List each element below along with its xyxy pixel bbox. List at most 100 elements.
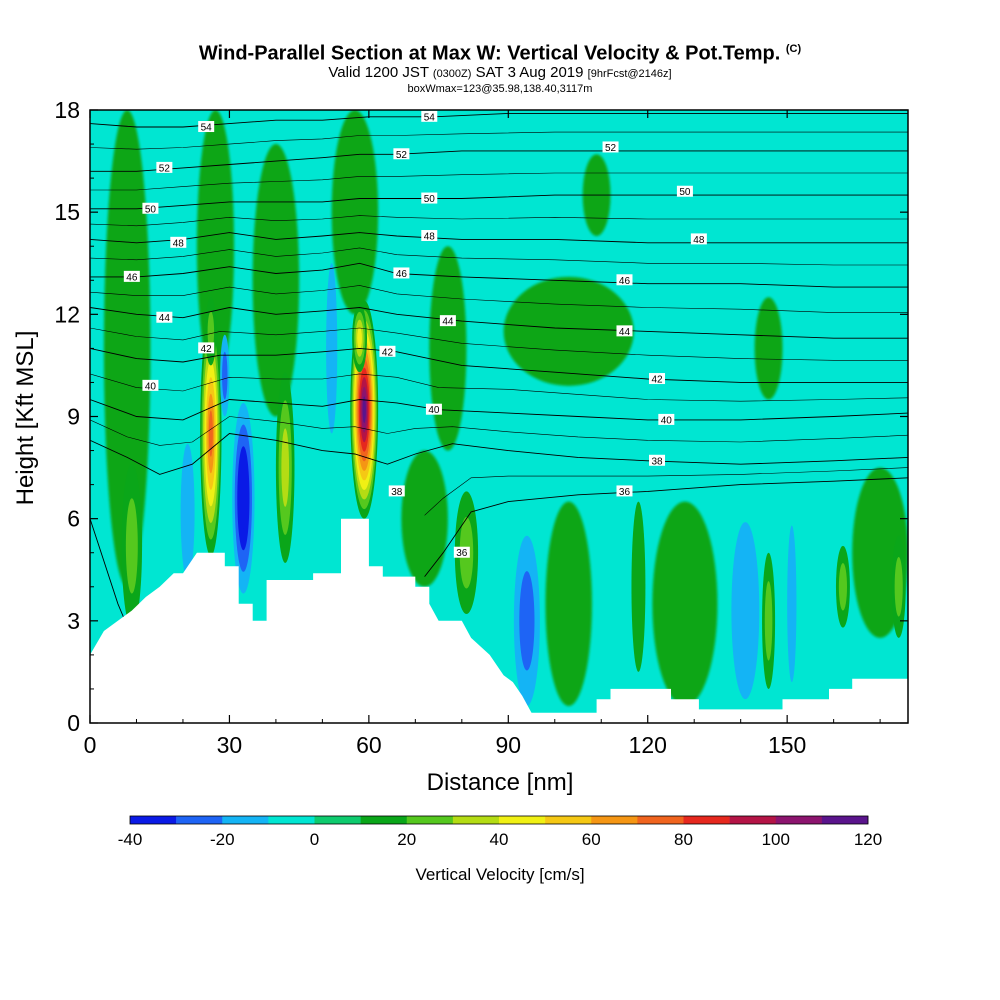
chart-title-block: Wind-Parallel Section at Max W: Vertical… [0, 38, 1000, 95]
y-tick-label-2: 6 [67, 506, 80, 532]
theta-label-bg-20 [142, 379, 159, 391]
valid-time: Valid 1200 JST [328, 63, 429, 81]
velocity-cells [121, 263, 906, 706]
theta-label-15: 44 [442, 317, 454, 328]
theta-contour-52-9 [90, 150, 908, 172]
velocity-cell-12 [731, 522, 760, 700]
x-tick-label-2: 60 [356, 732, 382, 758]
theta-label-0: 54 [201, 123, 213, 134]
theta-label-bg-14 [156, 311, 173, 323]
theta-contour-intermediate-3 [90, 373, 908, 402]
velocity-cell-15 [835, 545, 850, 628]
theta-contour-36-1 [424, 477, 908, 577]
x-tick-label-3: 90 [495, 732, 521, 758]
velocity-band-11 [401, 450, 448, 587]
theta-label-bg-18 [379, 345, 396, 357]
theta-contour-40-3 [90, 399, 908, 421]
theta-label-19: 42 [651, 375, 663, 386]
theta-label-12: 46 [396, 269, 408, 280]
theta-label-22: 40 [661, 415, 673, 426]
colorbar-segment-6 [406, 816, 454, 824]
colorbar-tick-6: 80 [674, 830, 693, 849]
velocity-cell-17 [631, 501, 646, 672]
theta-label-bg-25 [453, 546, 470, 558]
theta-label-bg-5 [142, 202, 159, 214]
chart-title-text: Wind-Parallel Section at Max W: Vertical… [198, 42, 781, 65]
colorbar-segment-7 [452, 816, 500, 824]
terrain [90, 518, 908, 723]
theta-contours [90, 112, 908, 663]
theta-label-bg-9 [421, 230, 438, 242]
box-wmax-info: boxWmax=123@35.98,138.40,3117m [407, 82, 593, 95]
colorbar-segment-9 [545, 816, 592, 824]
colorbar-tick-5: 60 [582, 830, 601, 849]
velocity-cell-14-level-0 [787, 525, 797, 683]
theta-label-24: 38 [651, 456, 663, 467]
theta-label-11: 46 [126, 272, 138, 283]
velocity-cell-14 [787, 525, 797, 683]
theta-contour-intermediate-8 [90, 172, 908, 191]
theta-label-bg-15 [439, 315, 456, 327]
colorbar-segment-8 [499, 816, 546, 824]
theta-contour-intermediate-5 [90, 285, 908, 313]
theta-label-bg-16 [616, 325, 633, 337]
velocity-cell-11 [513, 535, 540, 706]
theta-label-9: 48 [424, 232, 436, 243]
y-tick-label-4: 12 [54, 301, 80, 327]
colorbar-label: Vertical Velocity [cm/s] [415, 865, 584, 884]
plot-area: 54 54 52 52 52 50 50 50 48 48 48 46 46 46 44 44 44 42 42 42… [90, 110, 908, 723]
velocity-cell-7-level-1 [222, 351, 228, 400]
x-axis-label: Distance [nm] [427, 769, 574, 796]
velocity-cell-10-level-1 [125, 498, 138, 594]
theta-contour-42-4 [90, 347, 908, 383]
colorbar-segment-3 [268, 816, 315, 824]
theta-label-bg-4 [602, 141, 619, 153]
x-tick-label-1: 30 [217, 732, 243, 758]
x-axis: 0 30 60 90 120 150 [84, 110, 881, 758]
velocity-cell-7 [220, 334, 230, 417]
theta-label-bg-23 [388, 485, 405, 497]
theta-label-bg-1 [421, 110, 438, 122]
velocity-band-8 [545, 501, 592, 706]
y-tick-label-1: 3 [67, 608, 80, 634]
velocity-band-2 [252, 144, 300, 417]
velocity-cell-12-level-0 [731, 522, 760, 700]
forecast-info: [9hrFcst@2146z] [587, 67, 672, 80]
velocity-cell-17-level-0 [631, 501, 646, 672]
theta-contour-intermediate-1 [424, 467, 908, 516]
theta-label-6: 50 [424, 194, 436, 205]
colorbar-segment-5 [360, 816, 408, 824]
colorbar-segment-15 [821, 816, 869, 824]
velocity-cell-15-level-1 [838, 562, 847, 611]
chart-subtitle: Valid 1200 JST (0300Z) SAT 3 Aug 2019 [9… [0, 65, 1000, 82]
velocity-cell-2-level-10 [362, 396, 366, 424]
theta-contour-intermediate-7 [90, 215, 908, 227]
theta-contour-intermediate-6 [90, 247, 908, 266]
theta-label-bg-19 [649, 373, 666, 385]
velocity-cell-3 [352, 304, 368, 373]
colorbar-tick-1: -20 [210, 830, 235, 849]
velocity-band-9 [652, 501, 718, 706]
velocity-cell-9 [326, 263, 338, 434]
theta-contour-44-5 [90, 307, 908, 339]
theta-label-bg-24 [649, 454, 666, 466]
colorbar-tick-7: 100 [762, 830, 790, 849]
theta-label-bg-7 [676, 185, 693, 197]
colorbar-segment-12 [683, 816, 730, 824]
velocity-cell-1 [205, 297, 217, 366]
chart-title: Wind-Parallel Section at Max W: Vertical… [0, 38, 1000, 65]
x-tick-label-0: 0 [84, 732, 97, 758]
theta-label-bg-22 [658, 413, 675, 425]
velocity-cell-0-level-6 [208, 410, 213, 457]
copyright-mark: (C) [785, 43, 802, 55]
velocity-cell-16 [891, 535, 906, 638]
theta-label-bg-8 [170, 236, 187, 248]
velocity-band-7 [754, 297, 783, 400]
theta-label-2: 52 [159, 163, 171, 174]
theta-label-bg-12 [393, 267, 410, 279]
theta-label-1: 54 [424, 112, 436, 123]
velocity-cell-8 [180, 443, 195, 580]
theta-label-23: 38 [391, 487, 403, 498]
